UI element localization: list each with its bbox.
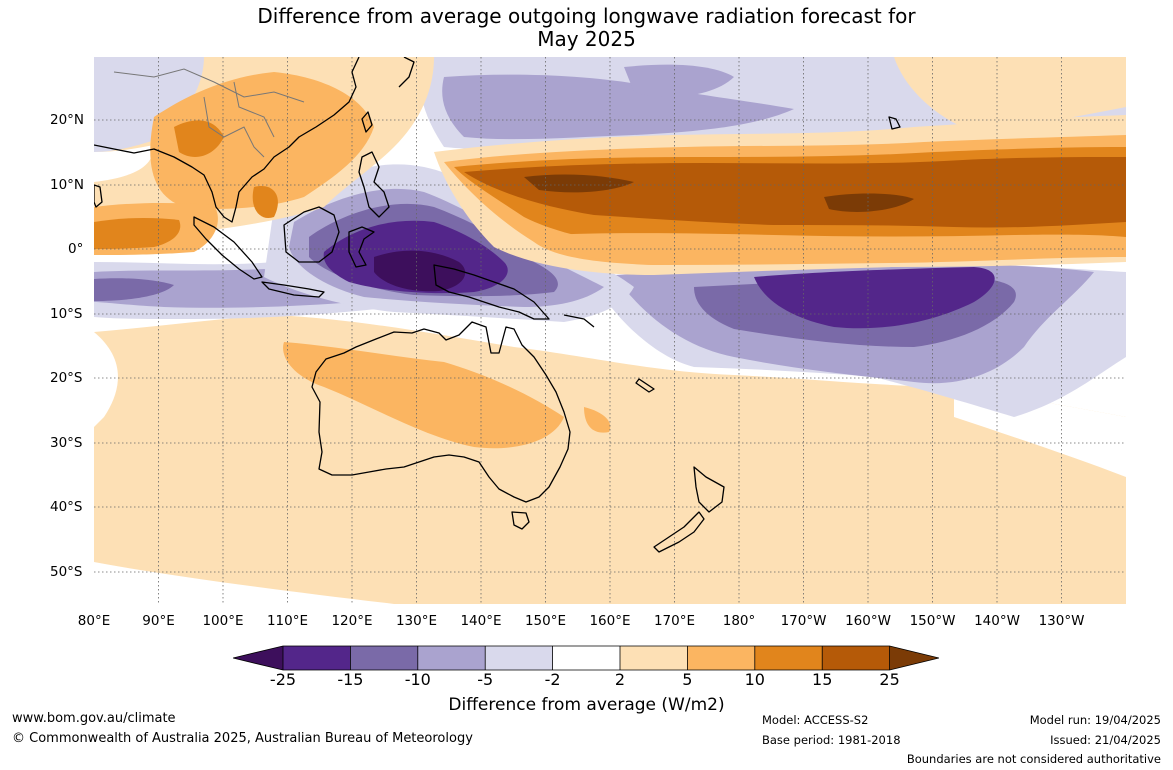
hawaii-coastline [888,116,901,130]
model-run-date: Model run: 19/04/2025 [1029,713,1161,727]
model-name: Model: ACCESS-S2 [762,713,869,727]
borneo-coastline [283,206,340,263]
colorbar-label: -10 [404,670,431,689]
colorbar-segment [552,646,620,670]
x-tick-label: 120°E [331,613,373,629]
japan-coastline [398,57,415,88]
colorbar-segment-low-extend [233,646,283,670]
x-tick-label: 80°E [77,613,111,629]
x-tick-label: 160°W [845,613,891,629]
colorbar-segment [417,646,486,670]
title-line-1: Difference from average outgoing longwav… [257,4,916,28]
philippines-coastline [358,151,390,218]
anomaly-region-north-pacific-very-strong [464,157,1126,228]
x-tick-label: 130°W [1038,613,1085,629]
x-tick-label: 150°W [909,613,956,629]
tasmania-coastline [511,511,530,530]
colorbar-label: -2 [544,670,561,689]
new-caledonia-coastline [635,378,655,393]
anomaly-region-australia-positive [283,342,564,449]
colorbar-segment [620,646,688,670]
anomaly-map [94,57,1126,604]
colorbar-segment [754,646,823,670]
x-tick-label: 140°W [974,613,1020,629]
x-tick-label: 160°E [589,613,631,629]
x-tick-label: 180° [722,613,756,629]
x-tick-label: 170°W [780,613,827,629]
x-tick-label: 130°E [395,613,438,629]
y-tick-label: 50°S [50,564,83,580]
colorbar-segment [822,646,890,670]
colorbar-label: 10 [744,670,765,689]
copyright-notice: © Commonwealth of Australia 2025, Austra… [12,731,473,746]
x-tick-label: 90°E [142,613,175,629]
colorbar-segment-high-extend [889,646,939,670]
x-tick-label: 100°E [202,613,244,629]
y-tick-label: 30°S [50,435,83,451]
x-tick-label: 150°E [524,613,567,629]
colorbar [233,645,939,671]
colorbar-label: 15 [812,670,833,689]
anomaly-region-indochina-positive [150,72,374,209]
java-coastline [261,281,325,298]
x-tick-label: 170°E [653,613,696,629]
new-zealand-north-coastline [693,466,725,513]
anomaly-region-north-pacific-extreme [524,174,634,193]
colorbar-label: -15 [337,670,364,689]
y-tick-label: 10°N [50,177,85,193]
colorbar-segment [283,646,351,670]
x-tick-label: 140°E [460,613,502,629]
sumatra-coastline [193,216,263,280]
colorbar-label: -25 [269,670,297,689]
colorbar-label: 25 [879,670,900,689]
title-line-2: May 2025 [537,27,636,51]
solomon-islands-coastline [563,314,595,328]
sulawesi-coastline [348,226,375,268]
y-tick-label: 10°S [50,306,83,322]
boundaries-disclaimer: Boundaries are not considered authoritat… [906,752,1161,766]
website-link[interactable]: www.bom.gov.au/climate [12,711,176,726]
y-tick-label: 40°S [50,499,83,515]
y-tick-label: 0° [68,241,84,257]
new-zealand-south-coastline [653,511,705,553]
y-tick-label: 20°S [50,370,83,386]
new-guinea-coastline [433,264,550,320]
colorbar-title: Difference from average (W/m2) [448,695,725,715]
country-borders [113,68,305,158]
colorbar-segment [485,646,553,670]
coastlines [94,57,901,553]
australia-coastline [311,321,571,503]
anomaly-region-maritime-extreme [374,250,466,292]
issued-date: Issued: 21/04/2025 [1050,733,1161,747]
colorbar-label: 5 [682,670,693,689]
base-period: Base period: 1981-2018 [762,733,901,747]
colorbar-segment [350,646,418,670]
colorbar-label: 2 [614,670,626,689]
x-tick-label: 110°E [266,613,309,629]
y-tick-label: 20°N [50,112,85,128]
colorbar-segment [687,646,755,670]
sri-lanka-coastline [94,184,103,208]
asia-coastline [94,57,360,223]
taiwan-coastline [361,111,373,133]
anomaly-region-south-white [94,332,118,427]
colorbar-label: -5 [477,670,494,689]
